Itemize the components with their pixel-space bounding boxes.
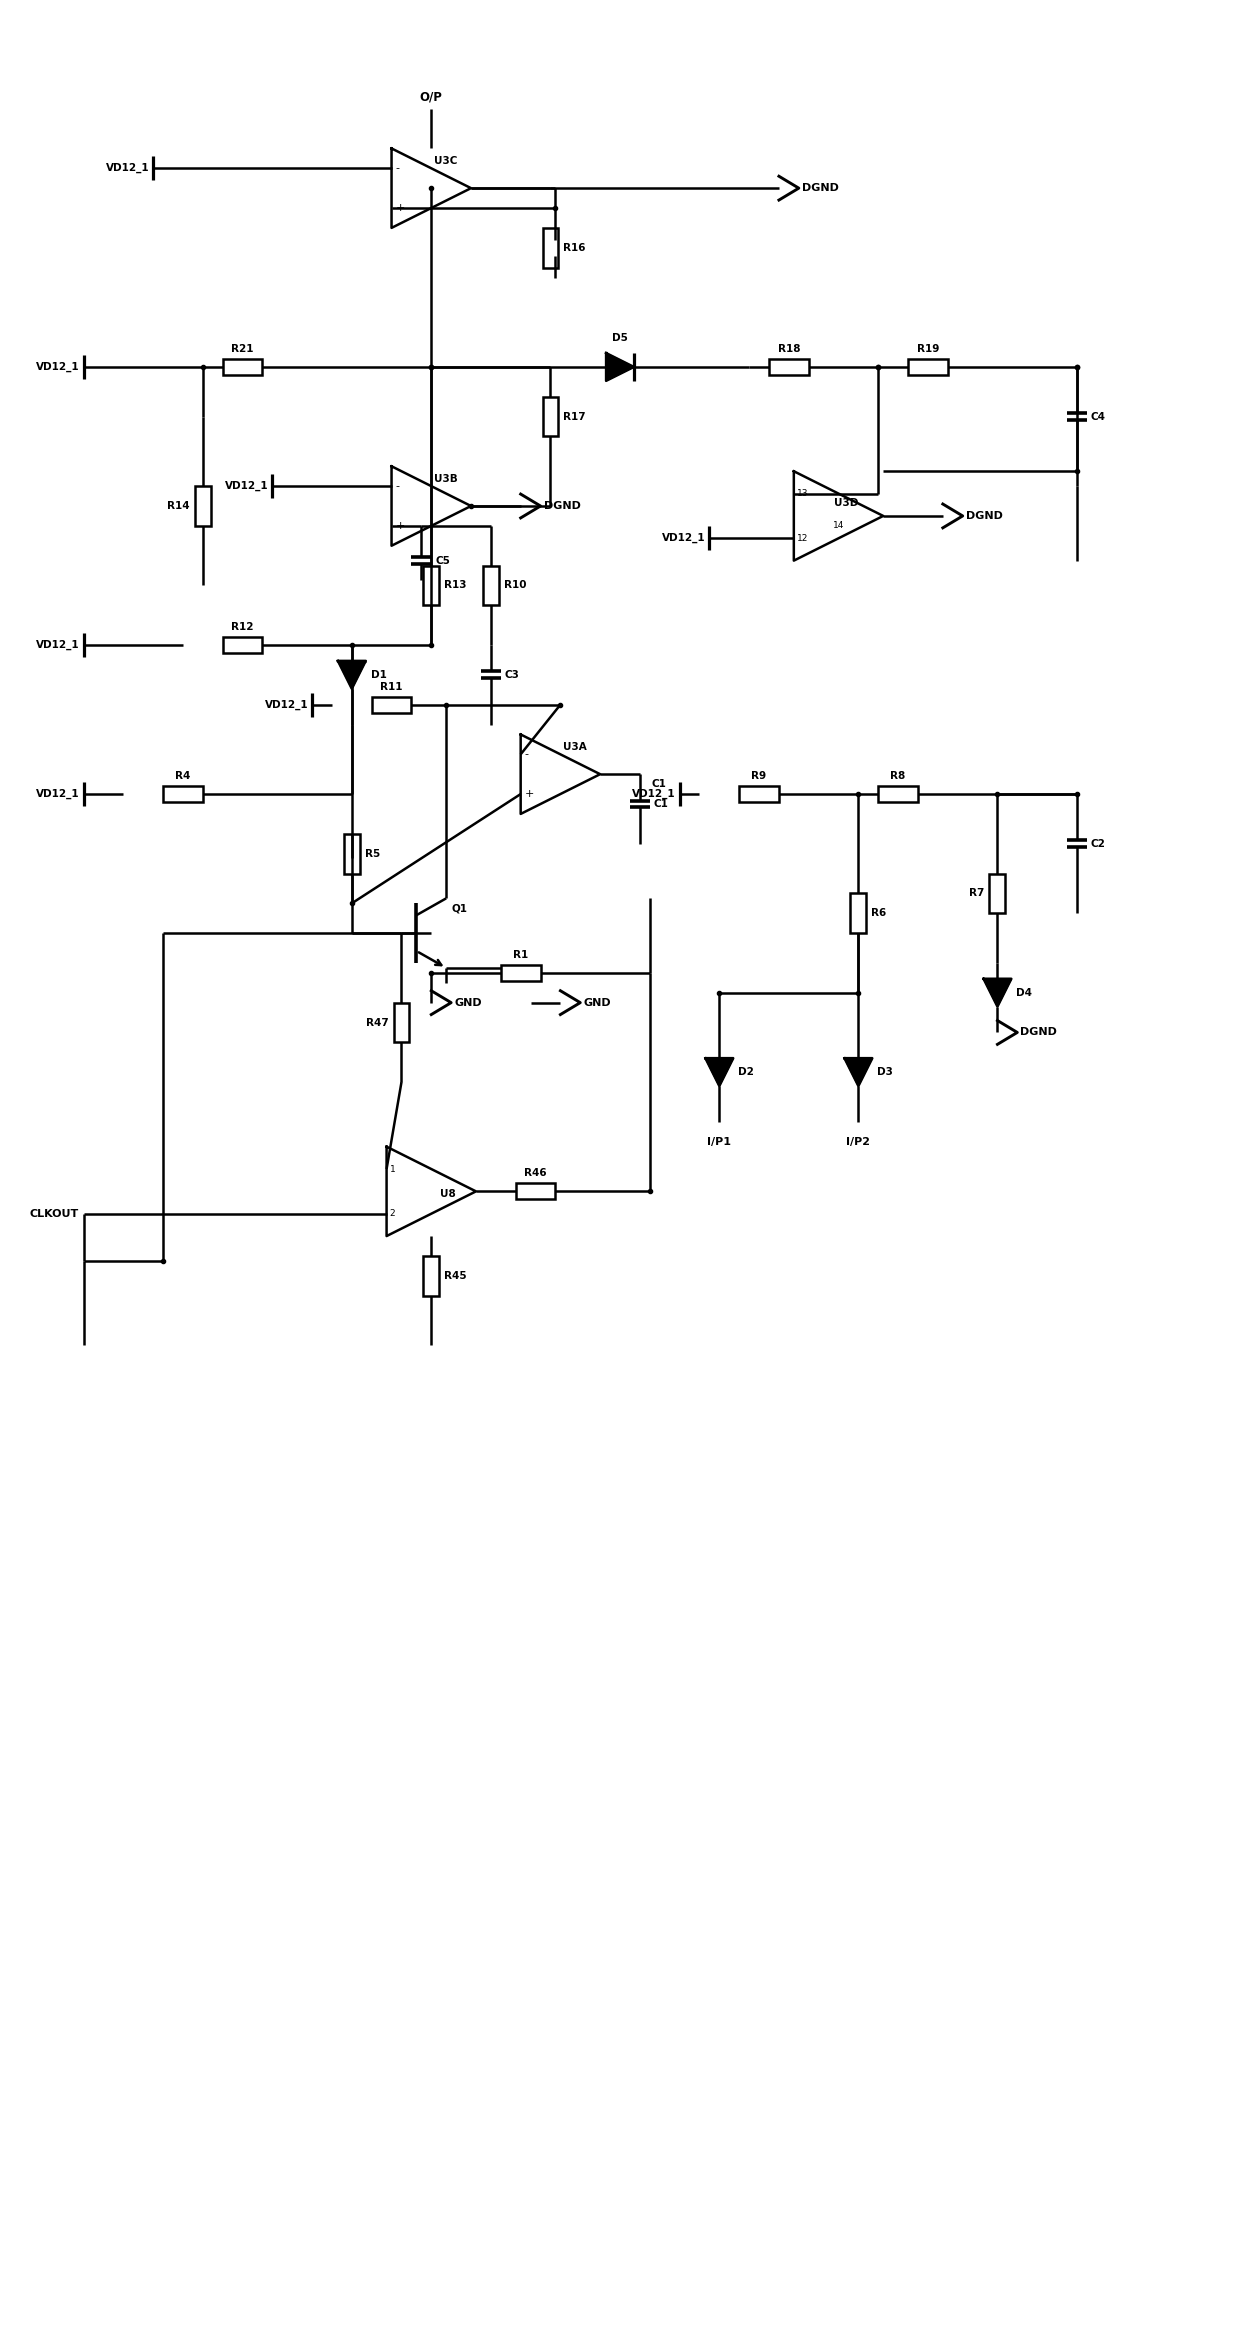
Polygon shape — [706, 1059, 733, 1087]
Text: C2: C2 — [1091, 839, 1106, 848]
Polygon shape — [844, 1059, 872, 1087]
Text: I/P2: I/P2 — [847, 1136, 870, 1146]
Text: O/P: O/P — [420, 91, 443, 103]
Text: R17: R17 — [563, 412, 587, 422]
Polygon shape — [339, 661, 366, 689]
Text: R11: R11 — [381, 682, 403, 691]
Text: VD12_1: VD12_1 — [105, 164, 149, 173]
Text: +: + — [525, 790, 534, 799]
Text: R13: R13 — [444, 581, 466, 590]
Bar — [372, 696, 412, 712]
Bar — [423, 1256, 439, 1296]
Text: DGND: DGND — [1021, 1029, 1058, 1038]
Bar — [501, 965, 541, 982]
Text: R16: R16 — [563, 244, 585, 253]
Text: 12: 12 — [797, 534, 808, 544]
Polygon shape — [983, 979, 1012, 1007]
Text: GND: GND — [583, 998, 611, 1007]
Text: -: - — [396, 480, 399, 492]
Text: +: + — [396, 520, 405, 532]
Bar — [769, 358, 808, 375]
Bar — [543, 396, 558, 436]
Bar — [739, 787, 779, 801]
Text: R6: R6 — [872, 909, 887, 918]
Text: 1: 1 — [389, 1164, 396, 1174]
Polygon shape — [606, 354, 634, 382]
Bar — [482, 565, 498, 604]
Text: VD12_1: VD12_1 — [36, 361, 79, 373]
Text: R4: R4 — [175, 771, 191, 780]
Text: +: + — [396, 204, 405, 213]
Text: DGND: DGND — [802, 183, 838, 192]
Text: VD12_1: VD12_1 — [264, 701, 308, 710]
Text: R5: R5 — [365, 848, 379, 858]
Text: DGND: DGND — [966, 511, 1002, 520]
Bar — [908, 358, 947, 375]
Text: D2: D2 — [738, 1066, 754, 1078]
Text: R47: R47 — [366, 1017, 388, 1029]
Bar — [990, 874, 1006, 914]
Bar — [851, 893, 867, 933]
Text: U3D: U3D — [833, 497, 858, 508]
Text: R21: R21 — [232, 344, 254, 354]
Text: C1: C1 — [653, 799, 668, 808]
Text: R45: R45 — [444, 1270, 466, 1282]
Text: DGND: DGND — [543, 501, 580, 511]
Text: R12: R12 — [232, 623, 254, 633]
Bar — [223, 358, 263, 375]
Text: 13: 13 — [797, 490, 808, 499]
Text: R46: R46 — [525, 1169, 547, 1179]
Text: VD12_1: VD12_1 — [632, 790, 676, 799]
Text: C1: C1 — [652, 780, 667, 790]
Text: 14: 14 — [833, 520, 844, 530]
Bar — [164, 787, 203, 801]
Text: GND: GND — [454, 998, 482, 1007]
Text: D4: D4 — [1017, 989, 1033, 998]
Text: D5: D5 — [613, 333, 627, 342]
Text: U3A: U3A — [563, 743, 587, 752]
Bar — [343, 834, 360, 874]
Bar — [393, 1003, 409, 1043]
Text: D1: D1 — [371, 670, 387, 679]
Text: R7: R7 — [970, 888, 985, 897]
Text: R18: R18 — [777, 344, 800, 354]
Text: C4: C4 — [1091, 412, 1106, 422]
Bar — [195, 485, 211, 525]
Text: I/P1: I/P1 — [707, 1136, 732, 1146]
Bar — [878, 787, 918, 801]
Text: -: - — [396, 164, 399, 173]
Text: R1: R1 — [513, 949, 528, 961]
Text: CLKOUT: CLKOUT — [30, 1209, 78, 1218]
Bar — [423, 565, 439, 604]
Text: VD12_1: VD12_1 — [224, 480, 268, 492]
Text: U8: U8 — [440, 1190, 456, 1200]
Text: -: - — [525, 750, 528, 759]
Text: C3: C3 — [505, 670, 520, 679]
Text: VD12_1: VD12_1 — [36, 790, 79, 799]
Text: D3: D3 — [877, 1066, 893, 1078]
Bar — [516, 1183, 556, 1200]
Text: C5: C5 — [435, 555, 450, 565]
Text: U3B: U3B — [434, 473, 458, 485]
Text: VD12_1: VD12_1 — [662, 534, 706, 544]
Bar — [543, 227, 558, 267]
Bar — [223, 637, 263, 654]
Text: U3C: U3C — [434, 157, 458, 166]
Text: Q1: Q1 — [451, 904, 467, 914]
Text: VD12_1: VD12_1 — [36, 640, 79, 651]
Text: R8: R8 — [890, 771, 905, 780]
Text: 2: 2 — [389, 1209, 396, 1218]
Text: R9: R9 — [751, 771, 766, 780]
Text: R14: R14 — [167, 501, 190, 511]
Text: R10: R10 — [503, 581, 526, 590]
Text: R19: R19 — [916, 344, 939, 354]
